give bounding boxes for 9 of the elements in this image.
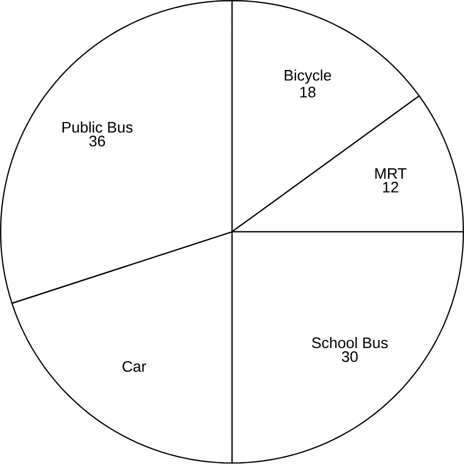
slice-label: MRT	[375, 168, 406, 179]
data-label: 36	[89, 136, 106, 147]
data-label: 12	[383, 182, 398, 193]
slice-label: Car	[122, 361, 146, 372]
slice-label: School Bus	[312, 337, 388, 348]
slice-label: Bicycle	[284, 70, 332, 84]
data-label: 18	[300, 86, 316, 98]
slice-label: Public Bus	[62, 122, 133, 133]
data-label: 30	[342, 351, 358, 362]
